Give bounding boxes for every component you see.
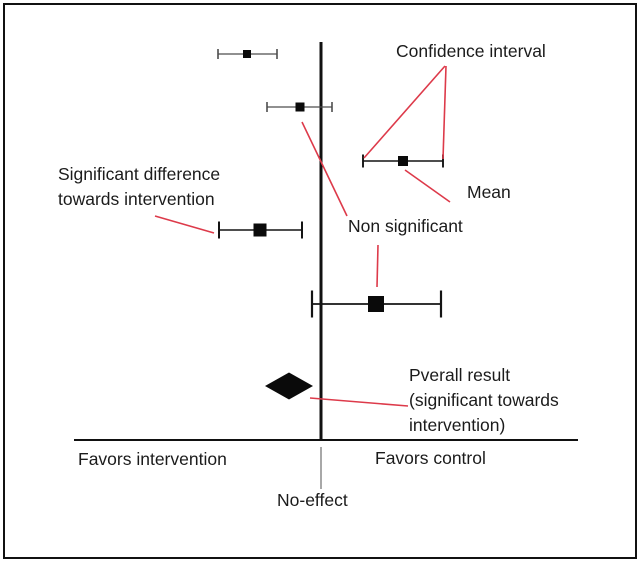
overall-result-label-line3: intervention)	[409, 415, 506, 435]
figure-border	[3, 3, 637, 559]
favors-intervention-label: Favors intervention	[78, 449, 227, 469]
non-significant-label: Non significant	[348, 216, 463, 236]
favors-control-label: Favors control	[375, 448, 486, 468]
significant-difference-label-line1: Significant difference	[58, 164, 221, 184]
mean-pointer-line	[404, 169, 451, 203]
study-5-mean-square	[368, 296, 384, 312]
overall-result-pointer-line	[309, 397, 409, 407]
confidence-interval-label: Confidence interval	[396, 41, 546, 61]
confidence-interval-to-right-cap-line	[442, 65, 447, 160]
overall-result-label-line2: (significant towards	[409, 390, 559, 410]
mean-label: Mean	[467, 182, 511, 202]
significant-difference-label-line2: towards intervention	[58, 189, 215, 209]
overall-result-label: Pverall result (significant towards inte…	[409, 363, 559, 438]
non-significant-to-study-5-line	[376, 244, 379, 288]
study-4-mean-square	[253, 223, 267, 237]
significant-difference-pointer-line	[154, 215, 215, 234]
overall-result-label-line1: Pverall result	[409, 365, 511, 385]
no-effect-label: No-effect	[277, 490, 348, 510]
non-significant-to-study-2-line	[301, 121, 348, 217]
study-3-mean-square	[398, 156, 408, 166]
study-2-mean-square	[295, 102, 305, 112]
study-1-mean-square	[243, 50, 251, 58]
significant-difference-label: Significant difference towards intervent…	[58, 162, 220, 212]
confidence-interval-to-left-cap-line	[363, 65, 446, 159]
overall-result-diamond	[265, 372, 313, 400]
